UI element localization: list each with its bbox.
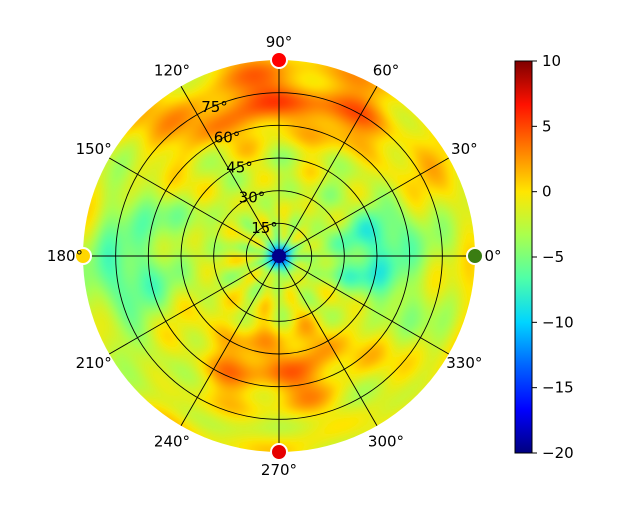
angle-tick-label-330: 330° <box>446 354 482 372</box>
angle-tick-label-60: 60° <box>373 62 400 80</box>
marker-0 <box>466 247 484 265</box>
radial-tick-label-45: 45° <box>226 158 253 176</box>
radial-tick-label-30: 30° <box>239 189 266 207</box>
angle-grid-line-11 <box>278 255 449 355</box>
colorbar-tick-label-2: −10 <box>542 313 574 331</box>
colorbar-body <box>514 60 533 454</box>
polar-grid <box>83 60 475 452</box>
angle-tick-label-30: 30° <box>451 140 478 158</box>
colorbar-tick-label-4: 0 <box>542 183 552 201</box>
radial-tick-label-75: 75° <box>201 98 228 116</box>
angle-tick-label-0: 0° <box>484 247 501 265</box>
angle-grid-line-7 <box>109 255 280 355</box>
angle-tick-label-150: 150° <box>76 140 112 158</box>
marker-3 <box>270 443 288 461</box>
angle-grid-line-1 <box>278 157 449 257</box>
colorbar-tick-label-6: 10 <box>542 52 561 70</box>
angle-tick-label-120: 120° <box>154 62 190 80</box>
polar-markers <box>74 51 484 461</box>
angle-grid-line-2 <box>278 86 378 257</box>
angle-tick-label-300: 300° <box>368 432 404 450</box>
angle-grid-line-4 <box>180 86 280 257</box>
marker-1 <box>270 51 288 69</box>
colorbar-tick-label-3: −5 <box>542 248 564 266</box>
angle-grid-line-10 <box>278 255 378 426</box>
angle-tick-label-270: 270° <box>261 461 297 479</box>
marker-4 <box>272 249 286 263</box>
angle-tick-label-210: 210° <box>76 354 112 372</box>
radial-tick-labels: 15° 30° 45° 60° 75° <box>201 98 278 237</box>
angle-tick-label-180: 180° <box>47 247 83 265</box>
radial-tick-label-60: 60° <box>214 128 241 146</box>
angle-grid-line-8 <box>180 255 280 426</box>
angle-tick-labels: 0° 30° 60° 90° 120° 150° 180° 210° 240° 270° 300° 3… <box>47 33 502 479</box>
angle-grid-line-5 <box>109 157 280 257</box>
colorbar-tick-label-0: −20 <box>542 444 574 462</box>
angle-tick-label-240: 240° <box>154 432 190 450</box>
colorbar-tick-label-1: −15 <box>542 379 574 397</box>
marker-2 <box>74 247 92 265</box>
angle-tick-label-90: 90° <box>266 33 293 51</box>
radial-tick-label-15: 15° <box>251 219 278 237</box>
colorbar-tick-label-5: 5 <box>542 117 552 135</box>
colorbar: −20 −15 −10 −5 0 5 10 <box>514 52 574 462</box>
